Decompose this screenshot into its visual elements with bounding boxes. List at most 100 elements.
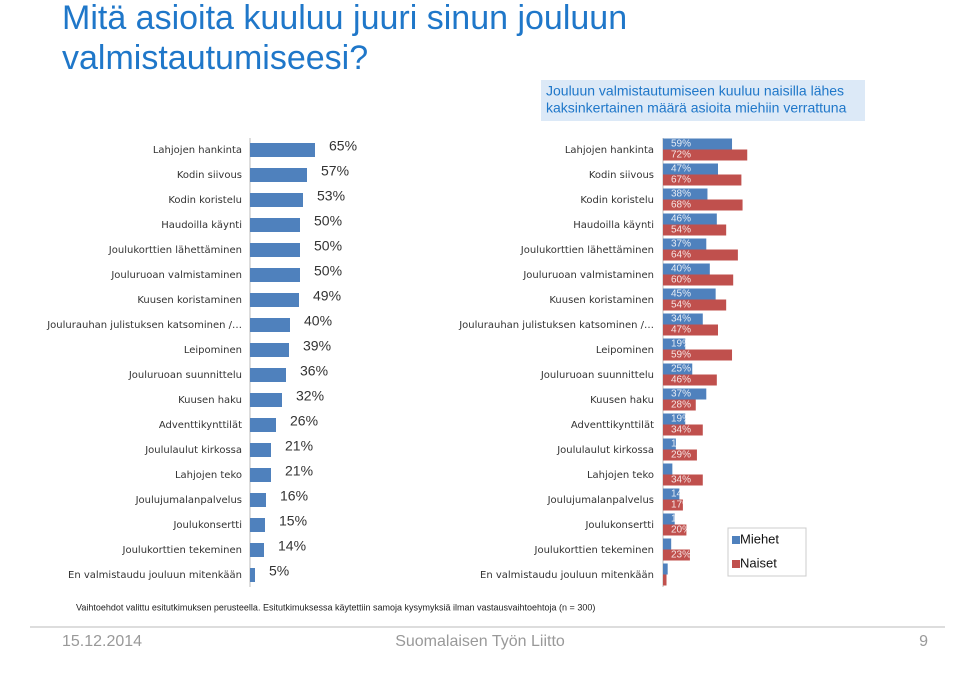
bar xyxy=(250,168,307,182)
data-label: 45% xyxy=(671,289,691,300)
bar xyxy=(250,568,255,582)
data-label: 26% xyxy=(290,413,318,429)
bar xyxy=(250,493,266,507)
legend-swatch xyxy=(732,560,740,568)
bar xyxy=(663,163,718,175)
category-label: Kodin siivous xyxy=(177,170,242,181)
bar xyxy=(663,363,693,375)
category-label: En valmistaudu jouluun mitenkään xyxy=(480,570,654,581)
category-label: Joulurauhan julistuksen katsominen /… xyxy=(458,320,654,331)
bar xyxy=(663,299,727,311)
bar xyxy=(663,263,710,275)
category-label: Kuusen haku xyxy=(178,395,242,406)
data-label: 28% xyxy=(671,400,691,411)
data-label: 47% xyxy=(671,325,691,336)
bar xyxy=(250,268,300,282)
data-label: 39% xyxy=(303,338,331,354)
data-label: 40% xyxy=(304,313,332,329)
bar xyxy=(663,374,717,386)
data-label: 72% xyxy=(671,150,691,161)
data-label: 50% xyxy=(314,238,342,254)
bar xyxy=(663,338,686,350)
bar xyxy=(250,218,300,232)
category-label: En valmistaudu jouluun mitenkään xyxy=(68,570,242,581)
data-label: 53% xyxy=(317,188,345,204)
bar xyxy=(250,368,286,382)
category-label: Jouluruoan valmistaminen xyxy=(522,270,654,281)
data-label: 67% xyxy=(671,175,691,186)
category-label: Joulukonsertti xyxy=(584,520,654,531)
data-label: 37% xyxy=(671,389,691,400)
bar xyxy=(663,238,707,250)
bar xyxy=(663,449,697,461)
bar xyxy=(663,524,687,536)
bar xyxy=(663,288,716,300)
category-label: Haudoilla käynti xyxy=(161,220,242,231)
category-label: Kuusen koristaminen xyxy=(549,295,654,306)
legend-label: Naiset xyxy=(740,555,777,570)
category-label: Joulurauhan julistuksen katsominen /… xyxy=(46,320,242,331)
bar xyxy=(663,274,734,286)
bar xyxy=(663,538,672,550)
bar xyxy=(250,543,264,557)
data-label: 59% xyxy=(671,139,691,150)
bar xyxy=(663,349,733,361)
data-label: 21% xyxy=(285,463,313,479)
category-label: Kuusen haku xyxy=(590,395,654,406)
category-label: Joululaulut kirkossa xyxy=(556,445,654,456)
data-label: 21% xyxy=(285,438,313,454)
bar xyxy=(663,188,708,200)
bar xyxy=(250,518,265,532)
category-label: Lahjojen teko xyxy=(587,470,654,481)
category-label: Joulukonsertti xyxy=(172,520,242,531)
data-label: 17% xyxy=(671,500,691,511)
bar xyxy=(250,293,299,307)
data-label: 60% xyxy=(671,275,691,286)
data-label: 23% xyxy=(671,550,691,561)
category-label: Haudoilla käynti xyxy=(573,220,654,231)
footer-organization: Suomalaisen Työn Liitto xyxy=(395,633,565,650)
bar xyxy=(663,399,696,411)
category-label: Joulukorttien tekeminen xyxy=(534,545,654,556)
category-label: Kodin siivous xyxy=(589,170,654,181)
bar xyxy=(250,318,290,332)
category-label: Joulukorttien lähettäminen xyxy=(520,245,654,256)
category-label: Jouluruoan suunnittelu xyxy=(540,370,654,381)
bar xyxy=(663,149,748,161)
category-label: Joululaulut kirkossa xyxy=(144,445,242,456)
bar xyxy=(663,574,667,586)
data-label: 46% xyxy=(671,214,691,225)
category-label: Joulujumalanpalvelus xyxy=(135,495,242,506)
data-label: 54% xyxy=(671,225,691,236)
data-label: 25% xyxy=(671,364,691,375)
bar xyxy=(250,193,303,207)
bar xyxy=(663,199,743,211)
category-label: Adventtikynttilät xyxy=(571,420,654,431)
bar xyxy=(663,138,733,150)
data-label: 46% xyxy=(671,375,691,386)
category-label: Joulujumalanpalvelus xyxy=(547,495,654,506)
category-label: Lahjojen teko xyxy=(175,470,242,481)
bar xyxy=(663,474,703,486)
data-label: 34% xyxy=(671,425,691,436)
category-label: Kodin koristelu xyxy=(580,195,654,206)
data-label: 20% xyxy=(671,525,691,536)
category-label: Lahjojen hankinta xyxy=(153,145,242,156)
data-label: 38% xyxy=(671,189,691,200)
bar xyxy=(250,468,271,482)
bar xyxy=(250,343,289,357)
data-label: 37% xyxy=(671,239,691,250)
bar xyxy=(663,499,683,511)
category-label: Joulukorttien tekeminen xyxy=(122,545,242,556)
category-label: Kodin koristelu xyxy=(168,195,242,206)
data-label: 50% xyxy=(314,213,342,229)
annotation-line: Jouluun valmistautumiseen kuuluu naisill… xyxy=(546,83,844,99)
data-label: 47% xyxy=(671,164,691,175)
bar xyxy=(663,413,686,425)
data-label: 34% xyxy=(671,314,691,325)
bar xyxy=(250,393,282,407)
category-label: Jouluruoan suunnittelu xyxy=(128,370,242,381)
data-label: 64% xyxy=(671,250,691,261)
category-label: Lahjojen hankinta xyxy=(565,145,654,156)
data-label: 14% xyxy=(671,489,691,500)
